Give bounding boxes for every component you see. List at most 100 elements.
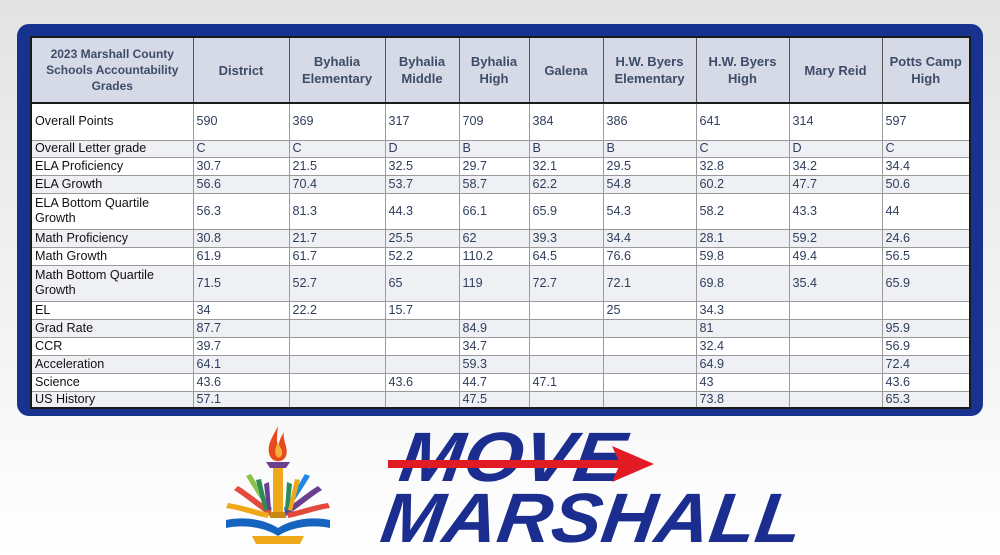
- table-cell: 65.9: [528, 192, 604, 230]
- table-row: ELA Proficiency 30.7 21.5 32.5 29.7 32.1 29.5 3…: [30, 156, 971, 176]
- table-row: ELA Bottom Quartile Growth 56.3 81.3 44.3 66…: [30, 192, 971, 230]
- table-row: ELA Growth 56.6 70.4 53.7 58.7 62.2 54.8 60.2 47…: [30, 174, 971, 194]
- table-frame: 2023 Marshall County Schools Accountabil…: [17, 24, 983, 416]
- table-cell: 384: [528, 102, 604, 141]
- table-cell: [384, 390, 460, 409]
- table-cell: 21.5: [288, 156, 386, 176]
- table-row: Math Proficiency 30.8 21.7 25.5 62 39.3 34.4 28…: [30, 228, 971, 248]
- column-header: Byhalia Elementary: [288, 36, 386, 104]
- wordmark-line-2: MARSHALL: [376, 478, 807, 548]
- table-cell: 56.3: [192, 192, 290, 230]
- table-cell: 59.3: [458, 354, 530, 374]
- table-cell: 50.6: [881, 174, 971, 194]
- table-cell: [528, 318, 604, 338]
- table-cell: 95.9: [881, 318, 971, 338]
- table-cell: 73.8: [695, 390, 790, 409]
- column-header: District: [192, 36, 290, 104]
- table-cell: 44.3: [384, 192, 460, 230]
- table-cell: 58.2: [695, 192, 790, 230]
- row-label: CCR: [30, 336, 194, 356]
- table-cell: 81.3: [288, 192, 386, 230]
- table-cell: 35.4: [788, 264, 883, 302]
- table-cell: 58.7: [458, 174, 530, 194]
- table-cell: 28.1: [695, 228, 790, 248]
- table-cell: [788, 372, 883, 392]
- row-label: Grad Rate: [30, 318, 194, 338]
- table-cell: 32.8: [695, 156, 790, 176]
- table-cell: [528, 336, 604, 356]
- table-cell: [288, 354, 386, 374]
- table-cell: 709: [458, 102, 530, 141]
- table-cell: 76.6: [602, 246, 697, 266]
- table-title-header: 2023 Marshall County Schools Accountabil…: [30, 36, 194, 104]
- table-cell: 56.5: [881, 246, 971, 266]
- table-cell: 57.1: [192, 390, 290, 409]
- table-cell: [788, 300, 883, 320]
- table-cell: 15.7: [384, 300, 460, 320]
- column-header: Byhalia Middle: [384, 36, 460, 104]
- column-header: H.W. Byers High: [695, 36, 790, 104]
- table-cell: C: [881, 139, 971, 158]
- table-cell: 65: [384, 264, 460, 302]
- row-label: ELA Proficiency: [30, 156, 194, 176]
- table-header-row: 2023 Marshall County Schools Accountabil…: [30, 36, 971, 104]
- table-cell: [288, 336, 386, 356]
- table-cell: 47.5: [458, 390, 530, 409]
- table-cell: 72.1: [602, 264, 697, 302]
- table-cell: 32.4: [695, 336, 790, 356]
- table-cell: 314: [788, 102, 883, 141]
- table-cell: [288, 390, 386, 409]
- table-cell: [788, 390, 883, 409]
- row-label: US History: [30, 390, 194, 409]
- table-cell: 110.2: [458, 246, 530, 266]
- table-cell: 43.3: [788, 192, 883, 230]
- table-row: CCR 39.7 34.7 32.4 56.9: [30, 336, 971, 356]
- table-row: Overall Points 590 369 317 709 384 386 641 314 59…: [30, 102, 971, 141]
- table-cell: [384, 336, 460, 356]
- table-row: Grad Rate 87.7 84.9 81 95.9: [30, 318, 971, 338]
- table-cell: 43.6: [384, 372, 460, 392]
- table-cell: 84.9: [458, 318, 530, 338]
- column-header: Mary Reid: [788, 36, 883, 104]
- table-cell: 66.1: [458, 192, 530, 230]
- table-cell: 56.6: [192, 174, 290, 194]
- table-row: Overall Letter grade C C D B B B C D C: [30, 139, 971, 158]
- table-cell: 64.1: [192, 354, 290, 374]
- table-row: Math Growth 61.9 61.7 52.2 110.2 64.5 76.6 59.8…: [30, 246, 971, 266]
- table-row: Acceleration 64.1 59.3 64.9 72.4: [30, 354, 971, 374]
- row-label: Overall Letter grade: [30, 139, 194, 158]
- row-label: Math Proficiency: [30, 228, 194, 248]
- table-cell: [881, 300, 971, 320]
- table-cell: 386: [602, 102, 697, 141]
- table-row: Science 43.6 43.6 44.7 47.1 43 43.6: [30, 372, 971, 392]
- table-cell: 317: [384, 102, 460, 141]
- table-cell: 47.7: [788, 174, 883, 194]
- table-cell: 25: [602, 300, 697, 320]
- table-cell: [528, 354, 604, 374]
- table-cell: 44: [881, 192, 971, 230]
- table-cell: 81: [695, 318, 790, 338]
- table-cell: 24.6: [881, 228, 971, 248]
- table-cell: 369: [288, 102, 386, 141]
- table-row: US History 57.1 47.5 73.8 65.3: [30, 390, 971, 409]
- table-cell: 52.2: [384, 246, 460, 266]
- table-cell: 56.9: [881, 336, 971, 356]
- column-header: Byhalia High: [458, 36, 530, 104]
- table-cell: 44.7: [458, 372, 530, 392]
- table-cell: 59.8: [695, 246, 790, 266]
- table-cell: 60.2: [695, 174, 790, 194]
- table-body: Overall Points 590 369 317 709 384 386 641 314 59…: [30, 102, 971, 409]
- table-cell: 64.9: [695, 354, 790, 374]
- table-cell: 32.1: [528, 156, 604, 176]
- torch-book-icon: [226, 426, 330, 544]
- column-header: Potts Camp High: [881, 36, 971, 104]
- row-label: Overall Points: [30, 102, 194, 141]
- table-cell: B: [528, 139, 604, 158]
- table-cell: 65.9: [881, 264, 971, 302]
- column-header: H.W. Byers Elementary: [602, 36, 697, 104]
- row-label: Acceleration: [30, 354, 194, 374]
- table-cell: 39.3: [528, 228, 604, 248]
- accountability-table: 2023 Marshall County Schools Accountabil…: [30, 36, 971, 409]
- table-cell: 70.4: [288, 174, 386, 194]
- table-cell: 61.9: [192, 246, 290, 266]
